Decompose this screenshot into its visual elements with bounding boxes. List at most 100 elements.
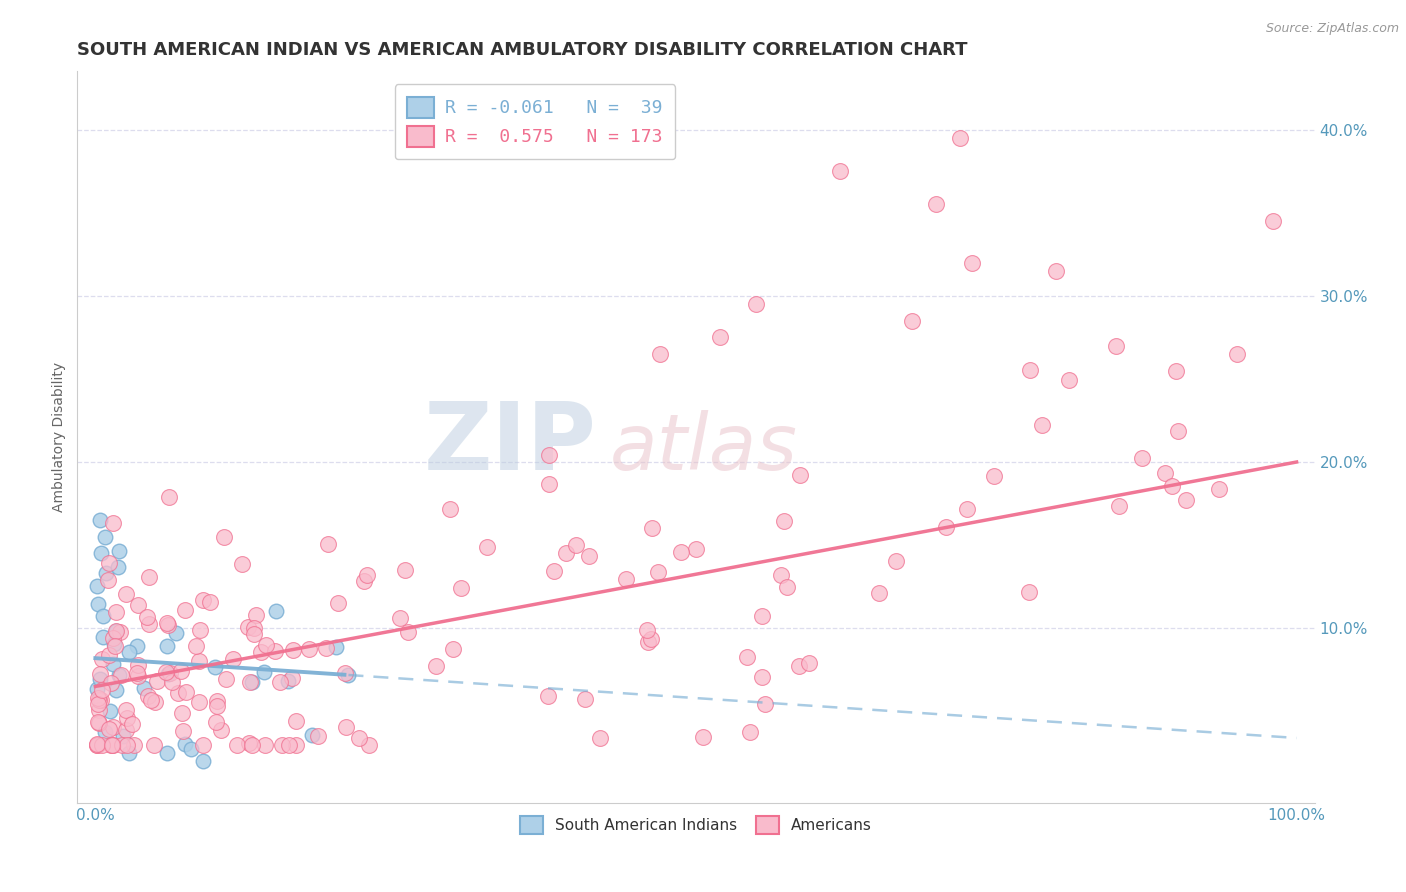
- Point: [159, 666, 181, 681]
- Point: [125, 639, 148, 653]
- Point: [101, 738, 124, 752]
- Point: [271, 738, 294, 752]
- Point: [263, 643, 285, 657]
- Point: [475, 541, 498, 555]
- Point: [740, 725, 762, 739]
- Point: [127, 657, 149, 672]
- Point: [118, 746, 141, 760]
- Point: [537, 448, 560, 462]
- Point: [157, 618, 180, 632]
- Point: [98, 722, 121, 736]
- Point: [769, 567, 792, 582]
- Point: [91, 630, 114, 644]
- Point: [983, 469, 1005, 483]
- Point: [198, 595, 221, 609]
- Point: [110, 668, 132, 682]
- Point: [336, 668, 359, 682]
- Point: [335, 666, 357, 681]
- Point: [356, 568, 378, 582]
- Point: [166, 686, 188, 700]
- Point: [1167, 425, 1189, 439]
- Point: [180, 742, 202, 756]
- Point: [138, 616, 160, 631]
- Point: [238, 620, 260, 634]
- Point: [555, 545, 578, 559]
- Point: [648, 347, 671, 361]
- Point: [212, 531, 235, 545]
- Point: [254, 638, 277, 652]
- Point: [111, 729, 134, 743]
- Point: [949, 131, 972, 145]
- Point: [335, 720, 357, 734]
- Point: [869, 585, 891, 599]
- Point: [172, 724, 194, 739]
- Point: [264, 604, 287, 618]
- Point: [315, 640, 337, 655]
- Point: [209, 723, 232, 738]
- Point: [107, 668, 129, 682]
- Point: [1261, 214, 1284, 228]
- Point: [160, 675, 183, 690]
- Point: [90, 738, 112, 752]
- Point: [94, 566, 117, 580]
- Point: [127, 665, 149, 680]
- Point: [105, 624, 128, 639]
- Point: [187, 654, 209, 668]
- Point: [1031, 417, 1053, 432]
- Point: [441, 641, 464, 656]
- Point: [388, 611, 411, 625]
- Point: [134, 681, 156, 696]
- Point: [353, 574, 375, 589]
- Point: [316, 537, 339, 551]
- Point: [956, 502, 979, 516]
- Point: [637, 635, 659, 649]
- Point: [789, 468, 811, 483]
- Point: [101, 738, 124, 752]
- Point: [1161, 479, 1184, 493]
- Point: [249, 645, 271, 659]
- Point: [1059, 373, 1081, 387]
- Point: [669, 544, 692, 558]
- Point: [325, 640, 347, 654]
- Point: [136, 690, 159, 704]
- Point: [91, 682, 114, 697]
- Point: [280, 671, 302, 685]
- Point: [647, 566, 669, 580]
- Point: [543, 564, 565, 578]
- Point: [115, 587, 138, 601]
- Point: [685, 541, 707, 556]
- Text: Source: ZipAtlas.com: Source: ZipAtlas.com: [1265, 22, 1399, 36]
- Point: [538, 476, 561, 491]
- Point: [962, 255, 984, 269]
- Point: [226, 738, 249, 752]
- Point: [143, 695, 166, 709]
- Point: [578, 549, 600, 564]
- Point: [886, 554, 908, 568]
- Point: [787, 658, 810, 673]
- Point: [307, 729, 329, 743]
- Point: [1018, 585, 1040, 599]
- Point: [215, 672, 238, 686]
- Point: [641, 521, 664, 535]
- Point: [98, 648, 121, 662]
- Point: [186, 639, 208, 653]
- Point: [155, 665, 177, 679]
- Point: [1045, 264, 1067, 278]
- Point: [174, 737, 197, 751]
- Point: [90, 693, 112, 707]
- Text: SOUTH AMERICAN INDIAN VS AMERICAN AMBULATORY DISABILITY CORRELATION CHART: SOUTH AMERICAN INDIAN VS AMERICAN AMBULA…: [77, 41, 967, 59]
- Point: [243, 626, 266, 640]
- Point: [156, 667, 179, 681]
- Point: [588, 731, 610, 745]
- Point: [277, 674, 299, 689]
- Text: atlas: atlas: [609, 410, 797, 486]
- Point: [204, 660, 226, 674]
- Point: [222, 652, 245, 666]
- Point: [89, 672, 111, 686]
- Point: [252, 665, 274, 679]
- Point: [242, 738, 264, 752]
- Point: [104, 605, 127, 619]
- Point: [269, 675, 291, 690]
- Point: [830, 164, 852, 178]
- Point: [450, 581, 472, 595]
